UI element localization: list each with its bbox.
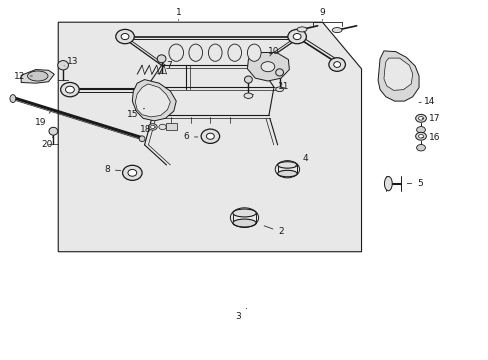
Ellipse shape [232,209,256,217]
Ellipse shape [65,86,74,93]
Text: 10: 10 [267,47,279,56]
Ellipse shape [61,82,79,97]
Text: 9: 9 [319,8,325,21]
Ellipse shape [415,114,426,122]
Ellipse shape [418,117,423,120]
Ellipse shape [58,60,68,70]
Ellipse shape [275,69,283,76]
Ellipse shape [10,95,16,103]
Text: 17: 17 [421,114,440,123]
Ellipse shape [188,44,202,61]
Ellipse shape [297,27,306,32]
Ellipse shape [333,62,340,67]
Ellipse shape [168,44,183,61]
Text: 5: 5 [407,179,422,188]
Polygon shape [132,80,176,121]
Polygon shape [58,22,361,252]
Ellipse shape [277,162,297,168]
Ellipse shape [416,127,425,133]
Ellipse shape [116,30,134,44]
Ellipse shape [232,219,256,227]
Polygon shape [247,52,289,81]
Ellipse shape [227,44,241,61]
Ellipse shape [157,55,165,63]
Ellipse shape [277,170,297,177]
Ellipse shape [49,127,58,135]
Ellipse shape [139,136,145,141]
Ellipse shape [244,76,252,83]
Ellipse shape [247,44,261,61]
Text: 3: 3 [235,308,246,321]
Text: 20: 20 [41,136,53,149]
Ellipse shape [201,129,219,143]
Ellipse shape [331,28,341,33]
Ellipse shape [384,176,391,191]
Text: 16: 16 [421,133,440,142]
Ellipse shape [150,125,155,129]
Text: 18: 18 [140,125,156,134]
Text: 14: 14 [418,96,435,105]
Text: 2: 2 [264,226,284,237]
Text: 4: 4 [295,154,307,166]
Ellipse shape [244,93,252,98]
Ellipse shape [418,134,423,138]
Bar [166,123,177,130]
Text: 19: 19 [35,112,50,127]
Polygon shape [377,51,418,101]
Text: 7: 7 [160,61,171,72]
Ellipse shape [287,30,306,44]
Ellipse shape [415,132,426,140]
Ellipse shape [293,33,301,40]
Ellipse shape [275,87,283,91]
Ellipse shape [128,170,137,176]
Text: 6: 6 [183,132,198,141]
Ellipse shape [208,44,222,61]
Ellipse shape [206,133,214,139]
Ellipse shape [159,124,166,130]
Polygon shape [135,84,170,117]
Text: 13: 13 [64,57,79,66]
Text: 11: 11 [277,82,289,91]
Text: 8: 8 [104,165,121,174]
Ellipse shape [148,124,157,130]
Text: 15: 15 [126,108,144,119]
Ellipse shape [261,62,274,72]
Ellipse shape [27,71,48,81]
Ellipse shape [121,33,129,40]
Polygon shape [21,69,54,83]
Polygon shape [383,58,412,90]
Ellipse shape [122,165,142,180]
Text: 12: 12 [14,72,32,81]
Ellipse shape [416,144,425,151]
Text: 1: 1 [176,8,181,21]
Ellipse shape [328,58,345,71]
